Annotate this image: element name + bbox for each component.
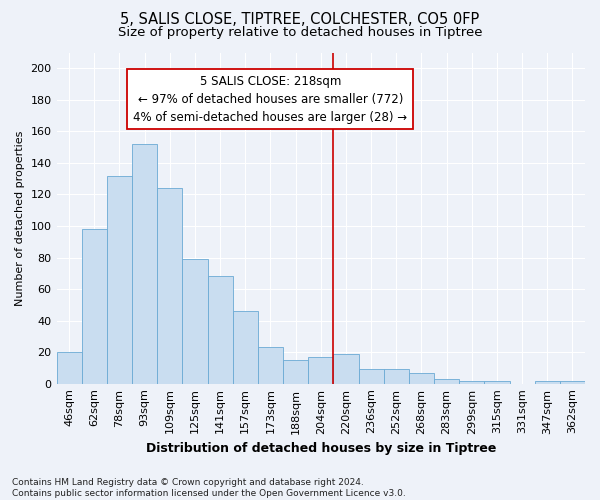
Bar: [308, 357, 334, 384]
X-axis label: Distribution of detached houses by size in Tiptree: Distribution of detached houses by size …: [146, 442, 496, 455]
Bar: [258, 348, 283, 384]
Bar: [535, 380, 560, 384]
Text: Size of property relative to detached houses in Tiptree: Size of property relative to detached ho…: [118, 26, 482, 39]
Bar: [107, 176, 132, 384]
Text: 5, SALIS CLOSE, TIPTREE, COLCHESTER, CO5 0FP: 5, SALIS CLOSE, TIPTREE, COLCHESTER, CO5…: [121, 12, 479, 28]
Bar: [283, 360, 308, 384]
Y-axis label: Number of detached properties: Number of detached properties: [15, 130, 25, 306]
Bar: [233, 311, 258, 384]
Bar: [459, 380, 484, 384]
Bar: [383, 370, 409, 384]
Bar: [560, 380, 585, 384]
Bar: [359, 370, 383, 384]
Bar: [334, 354, 359, 384]
Bar: [182, 259, 208, 384]
Bar: [157, 188, 182, 384]
Bar: [484, 380, 509, 384]
Bar: [409, 372, 434, 384]
Text: Contains HM Land Registry data © Crown copyright and database right 2024.
Contai: Contains HM Land Registry data © Crown c…: [12, 478, 406, 498]
Bar: [56, 352, 82, 384]
Bar: [132, 144, 157, 384]
Bar: [434, 379, 459, 384]
Text: 5 SALIS CLOSE: 218sqm
← 97% of detached houses are smaller (772)
4% of semi-deta: 5 SALIS CLOSE: 218sqm ← 97% of detached …: [133, 74, 407, 124]
Bar: [208, 276, 233, 384]
Bar: [82, 229, 107, 384]
